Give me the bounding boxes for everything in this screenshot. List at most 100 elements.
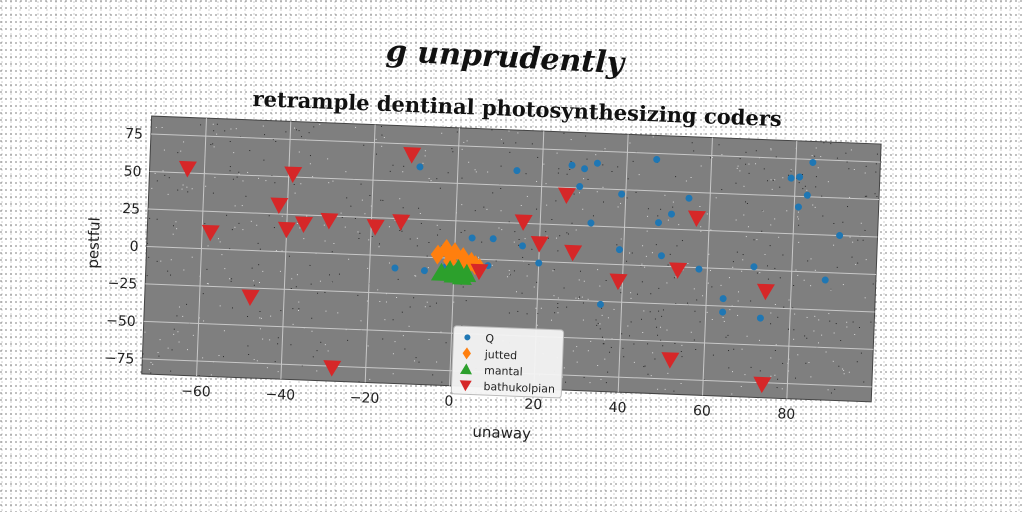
noise-dot xyxy=(212,143,214,145)
noise-dot xyxy=(774,374,776,376)
noise-dot xyxy=(156,218,158,220)
noise-dot xyxy=(259,328,261,330)
noise-dot xyxy=(846,321,848,323)
noise-dot xyxy=(311,317,313,319)
data-marks xyxy=(178,147,844,394)
noise-dot xyxy=(409,238,411,240)
noise-dot xyxy=(186,303,188,305)
noise-dot xyxy=(848,168,850,170)
noise-dot xyxy=(170,370,172,372)
noise-dot xyxy=(579,192,581,194)
noise-dot xyxy=(172,233,174,235)
noise-dot xyxy=(259,317,261,319)
noise-dot xyxy=(262,338,264,340)
noise-dot xyxy=(770,149,772,151)
noise-dot xyxy=(650,375,652,377)
noise-dot xyxy=(266,367,268,369)
noise-dot xyxy=(849,236,851,238)
noise-dot xyxy=(176,228,178,230)
noise-dot xyxy=(303,238,305,240)
y-tick-label: 0 xyxy=(129,239,139,255)
noise-dot xyxy=(581,296,583,298)
noise-dot xyxy=(736,251,738,253)
x-grid-line xyxy=(702,137,713,396)
noise-dot xyxy=(375,138,377,140)
noise-dot xyxy=(298,301,300,303)
noise-dot xyxy=(841,368,843,370)
noise-dot xyxy=(567,233,569,235)
noise-dot xyxy=(430,180,432,182)
noise-dot xyxy=(740,385,742,388)
noise-dot xyxy=(426,301,428,303)
noise-dot xyxy=(508,269,510,271)
noise-dot xyxy=(673,390,675,392)
noise-dot xyxy=(203,320,205,322)
noise-dot xyxy=(317,292,319,294)
noise-dot xyxy=(474,169,476,171)
noise-dot xyxy=(622,347,624,349)
noise-dot xyxy=(790,170,792,172)
point-Q xyxy=(581,165,589,173)
noise-dot xyxy=(388,262,390,264)
noise-dot xyxy=(708,253,710,255)
noise-dot xyxy=(230,280,232,282)
noise-dot xyxy=(206,268,208,270)
noise-dot xyxy=(596,191,598,193)
noise-dot xyxy=(256,360,258,362)
noise-dot xyxy=(814,315,816,317)
noise-dot xyxy=(178,341,180,343)
noise-dot xyxy=(860,352,862,354)
point-Q xyxy=(796,173,804,181)
point-bathukolpian xyxy=(530,235,549,253)
noise-dot xyxy=(667,372,669,374)
noise-dot xyxy=(770,312,772,314)
noise-dot xyxy=(620,292,622,294)
noise-dot xyxy=(181,188,183,190)
noise-dot xyxy=(630,292,632,294)
noise-dot xyxy=(238,173,240,175)
x-tick-label: 20 xyxy=(524,397,542,414)
noise-dot xyxy=(681,344,683,346)
noise-dot xyxy=(378,246,380,248)
noise-dot xyxy=(570,139,572,141)
noise-dot xyxy=(167,270,169,272)
noise-dot xyxy=(242,180,244,182)
noise-dot xyxy=(236,176,238,178)
noise-dot xyxy=(168,177,170,179)
noise-dot xyxy=(623,356,625,358)
noise-dot xyxy=(843,373,845,375)
noise-dot xyxy=(830,392,832,394)
noise-dot xyxy=(647,208,649,210)
noise-dot xyxy=(250,220,252,222)
noise-dot xyxy=(170,274,172,276)
noise-dot xyxy=(693,288,695,290)
noise-dot xyxy=(753,239,755,241)
noise-dot xyxy=(553,269,555,271)
noise-dot xyxy=(213,146,215,148)
noise-dot xyxy=(777,378,779,380)
noise-dot xyxy=(337,312,339,314)
point-bathukolpian xyxy=(366,219,385,236)
noise-dot xyxy=(500,210,502,212)
noise-dot xyxy=(874,193,876,195)
noise-dot xyxy=(428,339,430,341)
x-grid-line xyxy=(280,121,292,380)
noise-dot xyxy=(513,270,515,272)
noise-dot xyxy=(175,221,177,223)
noise-dot xyxy=(404,348,406,350)
noise-dot xyxy=(775,344,777,346)
noise-dot xyxy=(156,180,158,182)
x-tick-label: 80 xyxy=(777,406,795,423)
noise-dot xyxy=(251,267,253,269)
noise-dot xyxy=(385,301,387,303)
noise-dot xyxy=(575,229,577,231)
y-grid-line xyxy=(149,171,879,201)
noise-dot xyxy=(187,191,189,193)
noise-dot xyxy=(613,308,615,310)
noise-dot xyxy=(146,275,148,277)
noise-dot xyxy=(571,222,573,224)
noise-dot xyxy=(210,144,212,146)
noise-dot xyxy=(461,148,463,150)
noise-dot xyxy=(804,335,806,337)
noise-dot xyxy=(204,223,206,225)
